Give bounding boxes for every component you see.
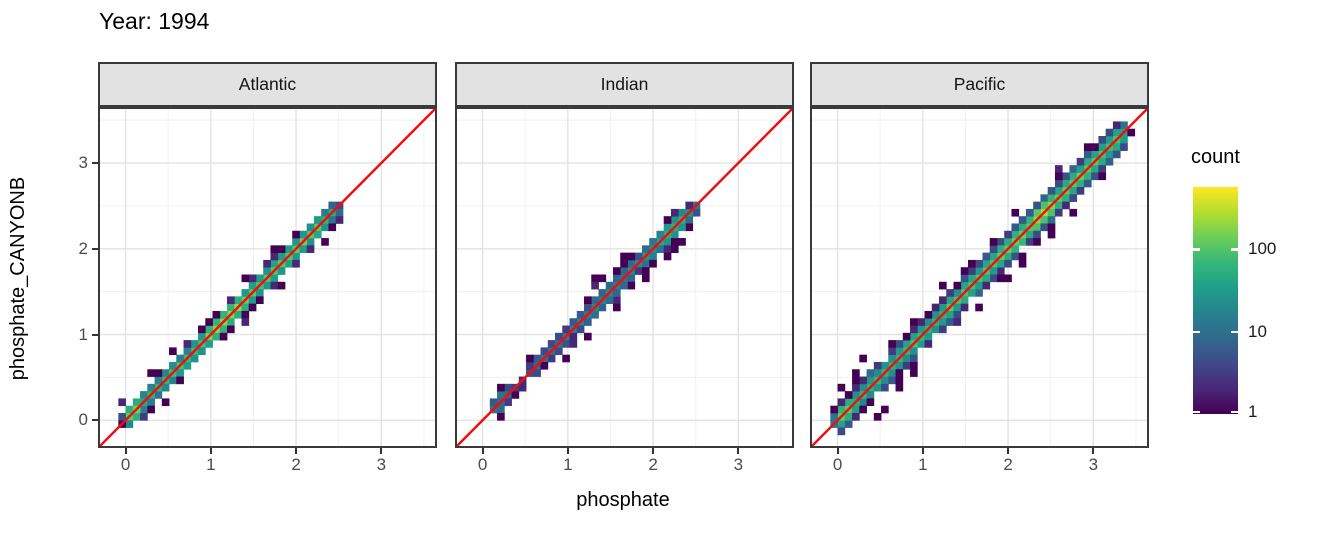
x-tick-mark bbox=[481, 448, 484, 454]
x-tick-mark bbox=[921, 448, 924, 454]
panel-indian bbox=[455, 107, 794, 448]
legend-title: count bbox=[1191, 146, 1240, 168]
x-tick-label: 2 bbox=[1003, 455, 1013, 474]
x-tick-mark bbox=[380, 448, 383, 454]
x-tick-mark bbox=[1092, 448, 1095, 454]
y-tick-label: 1 bbox=[78, 324, 88, 344]
y-axis-title: phosphate_CANYONB bbox=[7, 176, 29, 381]
x-tick-label: 2 bbox=[291, 455, 301, 474]
panel-canvas-indian bbox=[457, 109, 792, 446]
x-tick-label: 3 bbox=[1088, 455, 1099, 474]
x-tick-label: 0 bbox=[477, 455, 488, 474]
legend-tick-mark bbox=[1231, 410, 1238, 413]
x-tick-mark bbox=[124, 448, 127, 454]
facet-strip-label: Atlantic bbox=[238, 74, 297, 94]
x-tick-label: 1 bbox=[563, 455, 573, 474]
legend-tick-mark bbox=[1193, 410, 1200, 413]
x-tick-mark bbox=[295, 448, 298, 454]
panel-canvas-atlantic bbox=[100, 109, 435, 446]
x-tick-label: 3 bbox=[733, 455, 744, 474]
legend-colorbar bbox=[1193, 187, 1238, 414]
facet-strip-label: Pacific bbox=[953, 74, 1006, 94]
facet-strip-indian: Indian bbox=[455, 62, 794, 107]
legend-tick-mark bbox=[1231, 330, 1238, 334]
x-tick-label: 0 bbox=[832, 455, 843, 474]
panel-canvas-pacific bbox=[812, 109, 1147, 446]
x-tick-mark bbox=[209, 448, 212, 454]
legend-tick-mark bbox=[1193, 248, 1200, 251]
x-tick-label: 1 bbox=[206, 455, 216, 474]
y-tick-mark bbox=[92, 247, 98, 250]
y-tick-mark bbox=[92, 162, 98, 165]
y-tick-label: 0 bbox=[78, 410, 88, 430]
y-tick-label: 2 bbox=[78, 238, 88, 258]
y-tick-label: 3 bbox=[78, 153, 88, 173]
x-tick-mark bbox=[737, 448, 740, 454]
facet-strip-pacific: Pacific bbox=[810, 62, 1149, 107]
plot-title: Year: 1994 bbox=[99, 8, 210, 34]
legend-tick-label: 10 bbox=[1248, 321, 1267, 341]
y-tick-mark bbox=[92, 333, 98, 336]
y-tick-mark bbox=[92, 419, 98, 422]
x-tick-mark bbox=[836, 448, 839, 454]
legend-tick-label: 1 bbox=[1248, 401, 1258, 421]
legend-tick-mark bbox=[1231, 248, 1238, 251]
x-tick-mark bbox=[566, 448, 569, 454]
legend-tick-mark bbox=[1193, 330, 1200, 334]
panel-pacific bbox=[810, 107, 1149, 448]
legend-tick-label: 100 bbox=[1248, 239, 1277, 259]
x-tick-mark bbox=[652, 448, 655, 454]
x-tick-label: 0 bbox=[120, 455, 131, 474]
x-tick-label: 3 bbox=[376, 455, 387, 474]
x-axis-title: phosphate bbox=[576, 489, 670, 511]
facet-strip-label: Indian bbox=[600, 74, 649, 94]
facet-strip-atlantic: Atlantic bbox=[98, 62, 437, 107]
x-tick-label: 1 bbox=[918, 455, 928, 474]
x-tick-mark bbox=[1007, 448, 1010, 454]
panel-atlantic bbox=[98, 107, 437, 448]
x-tick-label: 2 bbox=[648, 455, 658, 474]
